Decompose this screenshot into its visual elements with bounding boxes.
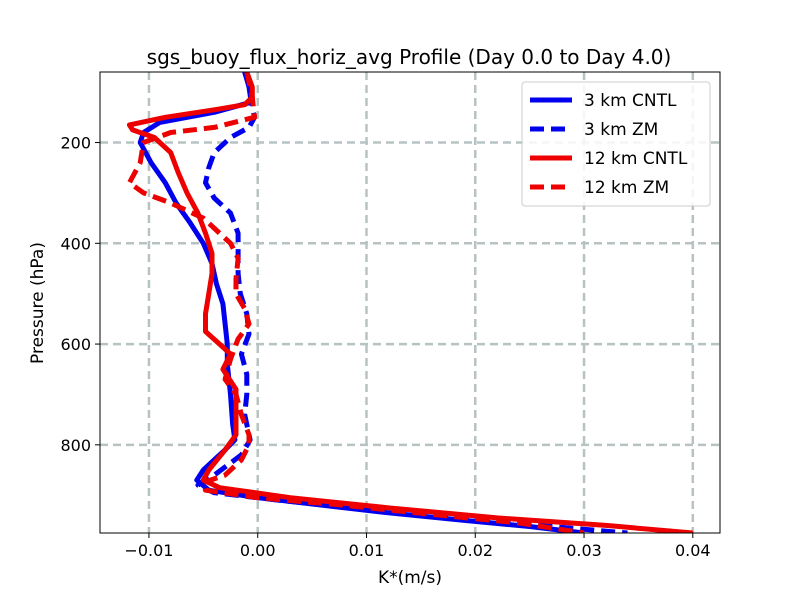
legend-label-2: 3 km ZM [584, 120, 658, 140]
chart-title: sgs_buoy_flux_horiz_avg Profile (Day 0.0… [147, 45, 672, 69]
y-axis-label: Pressure (hPa) [28, 242, 48, 364]
legend-label-3: 12 km CNTL [584, 149, 688, 169]
x-tick-label: 0.01 [349, 541, 385, 560]
plot-frame [99, 71, 721, 534]
legend-box [521, 81, 711, 207]
x-tick-label: 0.02 [457, 541, 493, 560]
series-line-3 [126, 72, 694, 533]
x-axis-label: K*(m/s) [378, 568, 442, 588]
x-tick-label: 0.03 [566, 541, 602, 560]
legend-label-4: 12 km ZM [584, 178, 669, 198]
y-tick-label: 400 [60, 234, 91, 253]
legend-label-1: 3 km CNTL [584, 91, 677, 111]
x-tick-label: −0.01 [124, 541, 173, 560]
y-tick-label: 600 [60, 335, 91, 354]
grid [100, 72, 720, 533]
y-tick-label: 800 [60, 436, 91, 455]
legend: 3 km CNTL 3 km ZM 12 km CNTL 12 km ZM [521, 81, 711, 207]
x-tick-label: 0.00 [240, 541, 276, 560]
y-tick-label: 200 [60, 134, 91, 153]
series-line-4 [126, 72, 585, 533]
x-tick-label: 0.04 [675, 541, 711, 560]
x-axis: −0.01 0.00 0.01 0.02 0.03 0.04 [124, 533, 711, 560]
y-axis: 200 400 600 800 [60, 134, 100, 455]
plot-area [126, 72, 694, 533]
